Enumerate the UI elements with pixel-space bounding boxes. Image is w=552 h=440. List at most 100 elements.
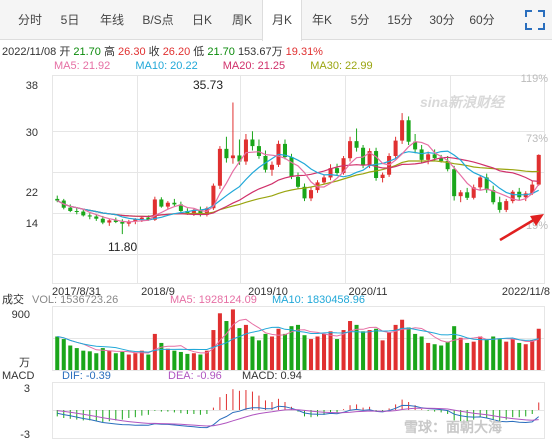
candle-body	[393, 140, 398, 156]
macd-top-tick: 3	[24, 383, 30, 395]
candle-body	[237, 155, 242, 162]
xueqiu-watermark: 雪球：面朝大海	[404, 419, 502, 435]
price-tick: 22	[26, 187, 38, 199]
candle-body	[536, 154, 541, 185]
candle-body	[504, 201, 509, 210]
tab-5min[interactable]: 5分	[350, 13, 370, 27]
candle-body	[432, 154, 437, 159]
vol-top-tick: 900	[12, 309, 30, 321]
volume-bar	[413, 333, 418, 370]
candle-body	[491, 190, 496, 203]
date-tick: 2018/9	[141, 286, 175, 298]
candle-body	[497, 202, 502, 210]
expand-icon[interactable]	[524, 9, 546, 31]
volume-bar	[400, 319, 405, 370]
tab-15min[interactable]: 15分	[387, 13, 413, 27]
candle-body	[100, 218, 105, 223]
high-label: 高	[103, 46, 115, 58]
volume-bar	[393, 324, 398, 370]
candle-body	[465, 192, 470, 198]
candle-body	[113, 220, 118, 222]
volume-bar	[243, 324, 248, 370]
volume-bars-layer	[55, 309, 541, 370]
volume-bar	[478, 336, 483, 370]
candle-body	[74, 211, 79, 212]
red-arrow-annotation	[499, 214, 544, 242]
volume-bar	[74, 348, 79, 370]
volume-value: 153.67万	[237, 46, 283, 58]
volume-bar	[217, 313, 222, 370]
volume-bar	[308, 339, 314, 370]
macd-layer	[56, 389, 540, 429]
quote-summary: 2022/11/08 开 21.70 高 26.30 收 26.20 低 21.…	[2, 43, 323, 59]
tab-intraday[interactable]: 分时	[17, 13, 42, 27]
candle-body	[250, 139, 255, 147]
volume-bar	[107, 350, 112, 370]
candle-body	[269, 164, 274, 170]
sina-watermark: sina新浪财经	[420, 94, 506, 110]
high-value: 26.30	[118, 46, 146, 58]
macd-value: MACD: 0.94	[242, 370, 302, 382]
volume-bar	[126, 354, 131, 370]
candle-body	[419, 149, 424, 160]
tab-monthly-k[interactable]: 月K	[262, 0, 302, 41]
candle-body	[94, 216, 99, 219]
ma5-line	[57, 140, 540, 223]
price-tick: 14	[26, 218, 38, 230]
change-pct: 19.31%	[285, 46, 323, 58]
volume-bar	[152, 333, 157, 370]
volume-bar	[536, 328, 541, 370]
volume-bar	[426, 342, 431, 370]
tab-weekly-k[interactable]: 周K	[231, 13, 252, 27]
volume-bar	[178, 351, 183, 370]
ma30-legend: MA30: 22.99	[310, 60, 373, 72]
date-tick: 2020/11	[349, 286, 388, 298]
vol-ma5-line	[57, 318, 539, 354]
volume-bar	[452, 326, 457, 370]
volume-bar	[211, 330, 216, 370]
tab-bs-points[interactable]: B/S点	[142, 13, 174, 27]
volume-bar	[250, 336, 255, 370]
volume-bar	[191, 353, 196, 370]
quote-date: 2022/11/08	[2, 46, 57, 58]
macd-dif: DIF: -0.39	[62, 370, 111, 382]
vol-value: VOL: 1536723.26	[32, 294, 118, 306]
volume-bar	[256, 340, 261, 370]
candle-body	[198, 209, 203, 215]
candle-body	[354, 141, 359, 148]
volume-bar	[341, 330, 346, 370]
candle-body	[484, 177, 489, 191]
candle-body	[445, 160, 450, 170]
volume-bar	[406, 327, 411, 370]
chart-grid	[52, 75, 545, 439]
volume-bar	[81, 350, 86, 370]
tab-daily-k[interactable]: 日K	[191, 13, 212, 27]
candle-body	[243, 139, 248, 162]
volume-bar	[380, 340, 385, 370]
candle-body	[413, 141, 418, 150]
volume-bar	[302, 335, 307, 370]
vol-unit: 万	[19, 357, 30, 369]
low-marker: 11.80	[108, 240, 137, 254]
volume-title: 成交	[2, 292, 24, 306]
tab-year-line[interactable]: 年线	[99, 13, 124, 27]
volume-bar	[517, 342, 522, 370]
volume-bar	[100, 348, 105, 370]
volume-bar	[159, 342, 164, 370]
volume-bar	[289, 326, 294, 370]
tab-60min[interactable]: 60分	[469, 13, 495, 27]
volume-bar	[133, 353, 138, 370]
tab-30min[interactable]: 30分	[429, 13, 455, 27]
macd-dea: DEA: -0.96	[168, 370, 222, 382]
volume-bar	[269, 336, 274, 370]
candle-body	[406, 120, 411, 142]
tab-5day[interactable]: 5日	[60, 13, 80, 27]
ma5-legend: MA5: 21.92	[54, 60, 111, 72]
ma20-legend: MA20: 21.25	[222, 60, 286, 72]
candle-body	[230, 155, 235, 159]
low-label: 低	[193, 46, 205, 58]
dea-line	[57, 407, 539, 427]
volume-bar	[87, 351, 92, 370]
tab-yearly-k[interactable]: 年K	[311, 13, 332, 27]
